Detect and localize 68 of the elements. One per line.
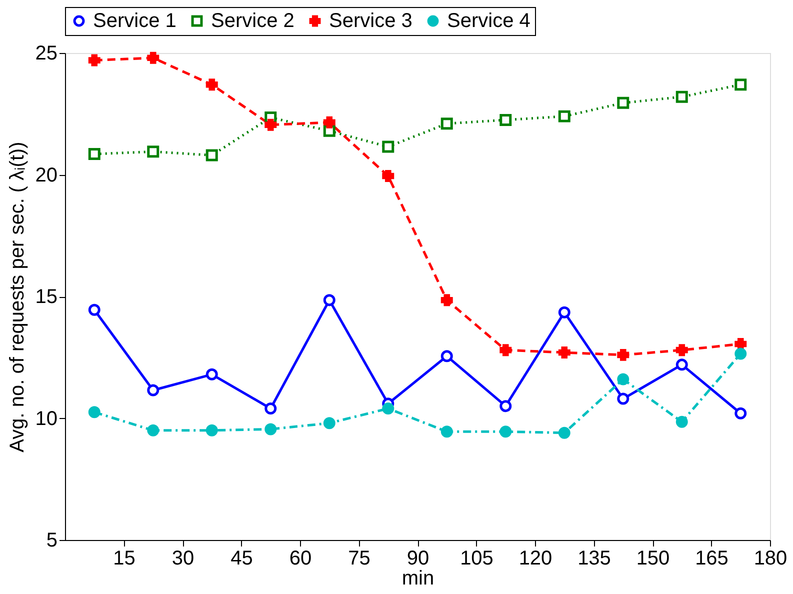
point: [440, 118, 453, 130]
x-tick-label: 180: [754, 548, 788, 570]
y-axis-title: Avg. no. of requests per sec. ( λᵢ(t)): [6, 142, 28, 452]
x-tick-label: 165: [695, 548, 728, 570]
point: [734, 348, 747, 360]
point: [558, 346, 570, 358]
point: [734, 338, 747, 350]
x-tick-label: 15: [113, 548, 136, 570]
point: [500, 344, 512, 356]
point: [88, 406, 100, 418]
point: [323, 294, 336, 306]
point: [147, 146, 160, 158]
x-tick-label: 120: [518, 548, 552, 570]
point: [558, 110, 570, 122]
point: [264, 423, 277, 436]
point: [382, 140, 394, 153]
point: [500, 114, 512, 126]
x-axis-title: min: [402, 568, 434, 590]
point: [382, 170, 394, 182]
x-tick-label: 75: [348, 548, 370, 570]
point: [440, 426, 453, 438]
point: [617, 96, 630, 109]
point: [617, 392, 630, 405]
y-tick-label: 25: [35, 42, 58, 64]
legend-label: Service 3: [329, 10, 412, 32]
point: [323, 417, 336, 430]
x-tick-label: 45: [230, 548, 253, 570]
legend-label: Service 4: [447, 10, 530, 32]
point: [206, 424, 218, 436]
point: [440, 350, 453, 362]
point: [206, 368, 218, 380]
point: [617, 373, 630, 386]
point: [440, 294, 453, 306]
point: [206, 149, 218, 162]
point: [676, 344, 688, 356]
point: [206, 78, 218, 91]
legend-label: Service 2: [211, 10, 294, 32]
point: [676, 358, 688, 371]
point: [88, 304, 100, 316]
x-tick-label: 150: [636, 548, 670, 570]
point: [88, 54, 100, 66]
point: [264, 402, 277, 414]
point: [676, 90, 688, 103]
point: [88, 148, 100, 160]
x-tick-label: 90: [406, 548, 430, 570]
x-tick-label: 30: [172, 548, 194, 570]
point: [676, 416, 688, 428]
point: [323, 116, 336, 128]
point: [264, 118, 277, 131]
point: [147, 384, 160, 396]
x-tick-label: 135: [578, 548, 611, 570]
y-tick-label: 15: [35, 286, 58, 308]
point: [617, 348, 630, 361]
y-tick-label: 20: [35, 164, 58, 186]
point: [558, 426, 570, 439]
x-tick-label: 105: [460, 548, 494, 570]
point: [558, 306, 570, 318]
point: [734, 407, 747, 420]
point: [382, 402, 394, 414]
point: [147, 424, 160, 436]
point: [500, 400, 512, 412]
y-tick-label: 5: [46, 530, 58, 552]
point: [500, 426, 512, 438]
point: [734, 78, 747, 91]
legend-label: Service 1: [93, 10, 176, 32]
x-tick-label: 60: [289, 548, 312, 570]
y-tick-label: 10: [35, 408, 58, 430]
point: [147, 52, 160, 64]
